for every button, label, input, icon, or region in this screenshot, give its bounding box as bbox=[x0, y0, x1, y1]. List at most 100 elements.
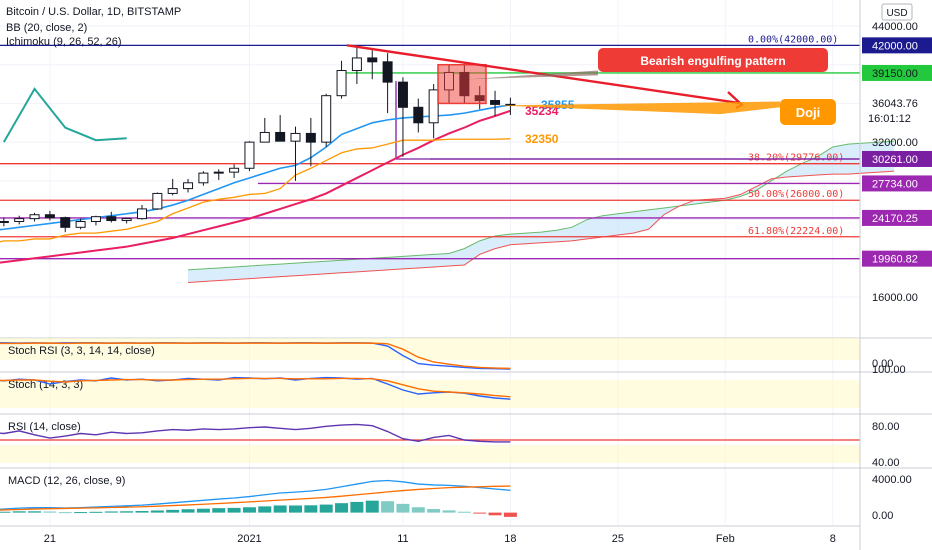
candle-body-3 bbox=[29, 214, 40, 220]
fib-label-2: 50.00%(26000.00) bbox=[748, 189, 844, 200]
price-axis: USD 16:01:12 44000.00 42000.00 39150.00 360… bbox=[859, 0, 932, 550]
candle-body-33 bbox=[490, 100, 501, 105]
price-tag-bg-2 bbox=[862, 64, 932, 81]
macd-hist-bar-19 bbox=[273, 505, 287, 513]
candle-body-27 bbox=[397, 81, 408, 108]
macd-hist-bar-34 bbox=[503, 512, 517, 517]
candle-body-24 bbox=[351, 57, 362, 72]
bearish-callout-box bbox=[598, 48, 828, 72]
pane-tick-2-1: 40.00 bbox=[872, 457, 900, 469]
macd-signal-line bbox=[0, 485, 511, 511]
candle-body-7 bbox=[90, 216, 101, 223]
study-ichimoku-label[interactable]: Ichimoku (9, 26, 52, 26) bbox=[6, 36, 122, 48]
bearish-callout-text: Bearish engulfing pattern bbox=[640, 54, 785, 68]
pane-tick-0-0: 0.00 bbox=[872, 358, 893, 370]
countdown-label: 16:01:12 bbox=[868, 113, 911, 125]
pane-title-2: RSI (14, close) bbox=[8, 421, 81, 433]
currency-badge[interactable] bbox=[881, 3, 913, 21]
price-tag-8: 19960.82 bbox=[872, 254, 918, 266]
price-indicators: 358553523432350 bbox=[0, 87, 575, 264]
price-tag-9: 16000.00 bbox=[872, 292, 918, 304]
pane-band-2 bbox=[0, 445, 860, 463]
macd-hist-bar-24 bbox=[350, 501, 364, 513]
macd-hist-bar-12 bbox=[166, 509, 180, 513]
pane-tick-3-0: 4000.00 bbox=[872, 474, 912, 486]
candle-body-14 bbox=[198, 172, 209, 184]
macd-hist-bar-26 bbox=[381, 501, 395, 513]
time-axis: 21 2021 11 18 25 Feb 8 bbox=[0, 525, 860, 545]
value-label-2: 32350 bbox=[525, 132, 559, 146]
macd-hist-bar-15 bbox=[212, 508, 226, 513]
candle-body-23 bbox=[336, 70, 347, 97]
price-tag-bg-8 bbox=[862, 250, 932, 267]
macd-hist-bar-5 bbox=[58, 512, 72, 514]
macd-hist-bar-8 bbox=[104, 511, 118, 513]
symbol-title[interactable]: Bitcoin / U.S. Dollar, 1D, BITSTAMP bbox=[6, 6, 181, 18]
candle-body-16 bbox=[229, 167, 240, 173]
candle-body-15 bbox=[213, 171, 224, 174]
pane-title-0: Stoch RSI (3, 3, 14, 14, close) bbox=[8, 345, 155, 357]
x-tick-label-4: 25 bbox=[612, 533, 624, 545]
ichimoku-cloud bbox=[188, 140, 895, 283]
pane-tick-2-0: 80.00 bbox=[872, 421, 900, 433]
cloud-span-b bbox=[188, 170, 895, 283]
macd-hist-bar-31 bbox=[457, 511, 471, 513]
candle-body-17 bbox=[244, 141, 255, 169]
price-tag-bg-6 bbox=[862, 175, 932, 192]
macd-hist-bar-29 bbox=[427, 509, 441, 513]
candle-body-22 bbox=[321, 95, 332, 143]
price-tag-bg-1 bbox=[862, 37, 932, 54]
candle-body-5 bbox=[60, 217, 71, 228]
chart-header: Bitcoin / U.S. Dollar, 1D, BITSTAMP BB (… bbox=[6, 6, 181, 48]
horizontal-levels: 0.00%(42000.00) 38.20%(29776.00) 50.00%(26… bbox=[0, 34, 860, 260]
candle-body-4 bbox=[44, 214, 55, 219]
macd-hist-bar-14 bbox=[196, 508, 210, 513]
x-tick-label-0: 21 bbox=[44, 533, 56, 545]
macd-hist-bar-33 bbox=[488, 512, 502, 516]
macd-hist-bar-9 bbox=[120, 511, 134, 513]
macd-hist-bar-10 bbox=[135, 511, 149, 513]
price-tag-7: 24170.25 bbox=[872, 213, 918, 225]
price-tag-4: 32000.00 bbox=[872, 137, 918, 149]
macd-hist-bar-11 bbox=[150, 510, 164, 513]
pane-band-1 bbox=[0, 380, 860, 408]
fib-label-3: 61.80%(22224.00) bbox=[748, 226, 844, 237]
bb-middle-line bbox=[0, 109, 511, 264]
candle-body-26 bbox=[382, 61, 393, 83]
study-bb-label[interactable]: BB (20, close, 2) bbox=[6, 22, 87, 34]
macd-hist-bar-3 bbox=[28, 511, 42, 513]
macd-hist-bar-18 bbox=[258, 506, 272, 513]
candle-body-10 bbox=[137, 208, 147, 220]
bearish-callout-pointer bbox=[468, 70, 598, 80]
kijun-line bbox=[0, 138, 511, 243]
cloud-fill bbox=[188, 141, 895, 283]
x-tick-label-1: 2021 bbox=[237, 533, 261, 545]
candle-body-19 bbox=[275, 131, 286, 142]
macd-hist-bar-25 bbox=[365, 500, 379, 513]
doji-callout-text: Doji bbox=[796, 105, 821, 120]
candle-body-29 bbox=[428, 89, 439, 124]
macd-hist-bar-23 bbox=[335, 503, 349, 513]
price-tag-bg-7 bbox=[862, 209, 932, 226]
price-tag-0: 44000.00 bbox=[872, 21, 918, 33]
drawings: Bearish engulfing pattern Doji bbox=[346, 44, 836, 125]
price-tag-1: 42000.00 bbox=[872, 40, 918, 52]
x-tick-label-2: 11 bbox=[397, 533, 408, 545]
pane-tick-3-1: 0.00 bbox=[872, 510, 893, 522]
cloud-span-a bbox=[188, 140, 895, 271]
macd-hist-bar-7 bbox=[89, 511, 103, 513]
bb-upper-line bbox=[0, 104, 511, 231]
candle-body-1 bbox=[0, 221, 9, 224]
pane-k-line-2 bbox=[0, 423, 511, 443]
x-tick-label-5: Feb bbox=[716, 533, 735, 545]
macd-hist-bar-6 bbox=[74, 512, 88, 514]
fib-label-1: 38.20%(29776.00) bbox=[748, 153, 844, 164]
macd-hist-bar-32 bbox=[473, 512, 487, 514]
pane-d-line-1 bbox=[0, 377, 511, 398]
pane-d-line-0 bbox=[0, 342, 511, 370]
x-tick-label-6: 8 bbox=[830, 533, 836, 545]
candle-body-6 bbox=[75, 221, 86, 228]
pane-tick-1-0: 100.00 bbox=[872, 364, 906, 376]
doji-callout-box bbox=[780, 99, 836, 125]
